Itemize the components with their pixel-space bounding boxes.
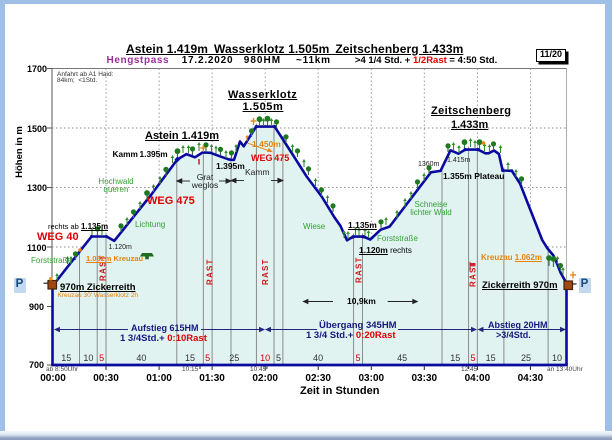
svg-text:RAST: RAST: [355, 256, 364, 283]
svg-text:RAST: RAST: [99, 254, 108, 281]
svg-text:RAST: RAST: [261, 258, 270, 285]
svg-text:RAST: RAST: [206, 258, 215, 285]
svg-text:RAST: RAST: [469, 260, 478, 287]
